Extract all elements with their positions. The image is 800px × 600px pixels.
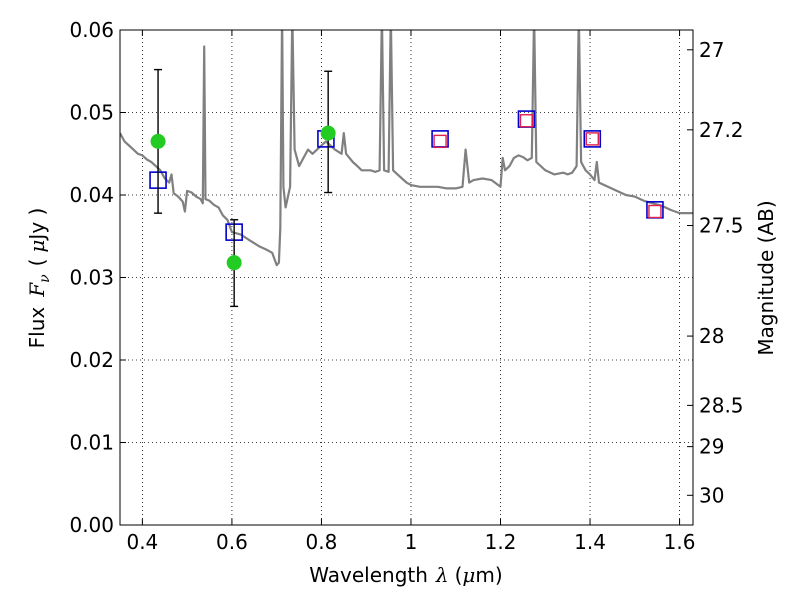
y-axis-label-text: Flux: [25, 307, 49, 349]
x-axis-symbol: λ: [435, 563, 449, 587]
y2-tick-label: 27: [699, 38, 724, 62]
x-axis-unit-symbol: μ: [462, 563, 475, 587]
x-axis-label: Wavelength λ (μm): [309, 563, 502, 587]
x-axis-unit-rest: m): [475, 563, 502, 587]
y-tick-label: 0.05: [69, 101, 114, 125]
y2-tick-label: 29: [699, 435, 724, 459]
x-axis-unit-open: (: [455, 563, 463, 587]
y-tick-label: 0.03: [69, 266, 114, 290]
x-tick-label: 0.4: [126, 530, 158, 554]
y-tick-label: 0.00: [69, 513, 114, 537]
y-axis-unit-rest: Jy ): [25, 208, 49, 242]
x-tick-label: 0.8: [306, 530, 338, 554]
spectrum-line: [120, 30, 693, 267]
y-tick-label: 0.01: [69, 431, 114, 455]
y2-tick-label: 28: [699, 324, 724, 348]
x-axis-label-text: Wavelength: [309, 563, 428, 587]
ground-photometry-point: [226, 255, 242, 271]
x-tick-label: 1.6: [664, 530, 696, 554]
plot-background: [120, 30, 693, 525]
y-axis-symbol: F: [25, 282, 49, 298]
x-tick-label: 1.4: [574, 530, 606, 554]
model-photometry-square: [583, 130, 602, 148]
y2-tick-label: 27.2: [699, 118, 744, 142]
y2-tick-label: 28.5: [699, 393, 744, 417]
x-tick-label: 1: [405, 530, 418, 554]
y-axis-subscript: ν: [37, 274, 53, 283]
observed-photometry-square: [585, 132, 599, 146]
x-tick-label: 0.6: [216, 530, 248, 554]
y2-axis-label: Magnitude (AB): [754, 200, 778, 355]
marker-layer: [149, 68, 664, 308]
y-axis-unit-symbol: μ: [25, 240, 49, 253]
observed-photometry-square: [519, 114, 534, 128]
data-layer: [120, 30, 693, 267]
y2-tick-label: 27.5: [699, 214, 744, 238]
y-tick-label: 0.04: [69, 183, 114, 207]
ground-photometry-point: [150, 133, 166, 149]
ground-photometry-point: [320, 125, 336, 141]
y-tick-label: 0.02: [69, 348, 114, 372]
axes: 0.4 0.6 0.8 1 1.2 1.4 1.6 0.00 0.01 0.02 0.03 0.04 0…: [69, 18, 743, 554]
y-axis-unit-open: (: [25, 259, 49, 267]
x-tick-label: 1.2: [485, 530, 517, 554]
observed-photometry-square: [648, 204, 662, 219]
y2-tick-label: 30: [699, 483, 724, 507]
grid: [120, 30, 693, 525]
y-tick-label: 0.06: [69, 18, 114, 42]
observed-photometry-square: [433, 134, 447, 149]
y-axis-label: Flux Fν ( μJy ): [25, 208, 53, 349]
